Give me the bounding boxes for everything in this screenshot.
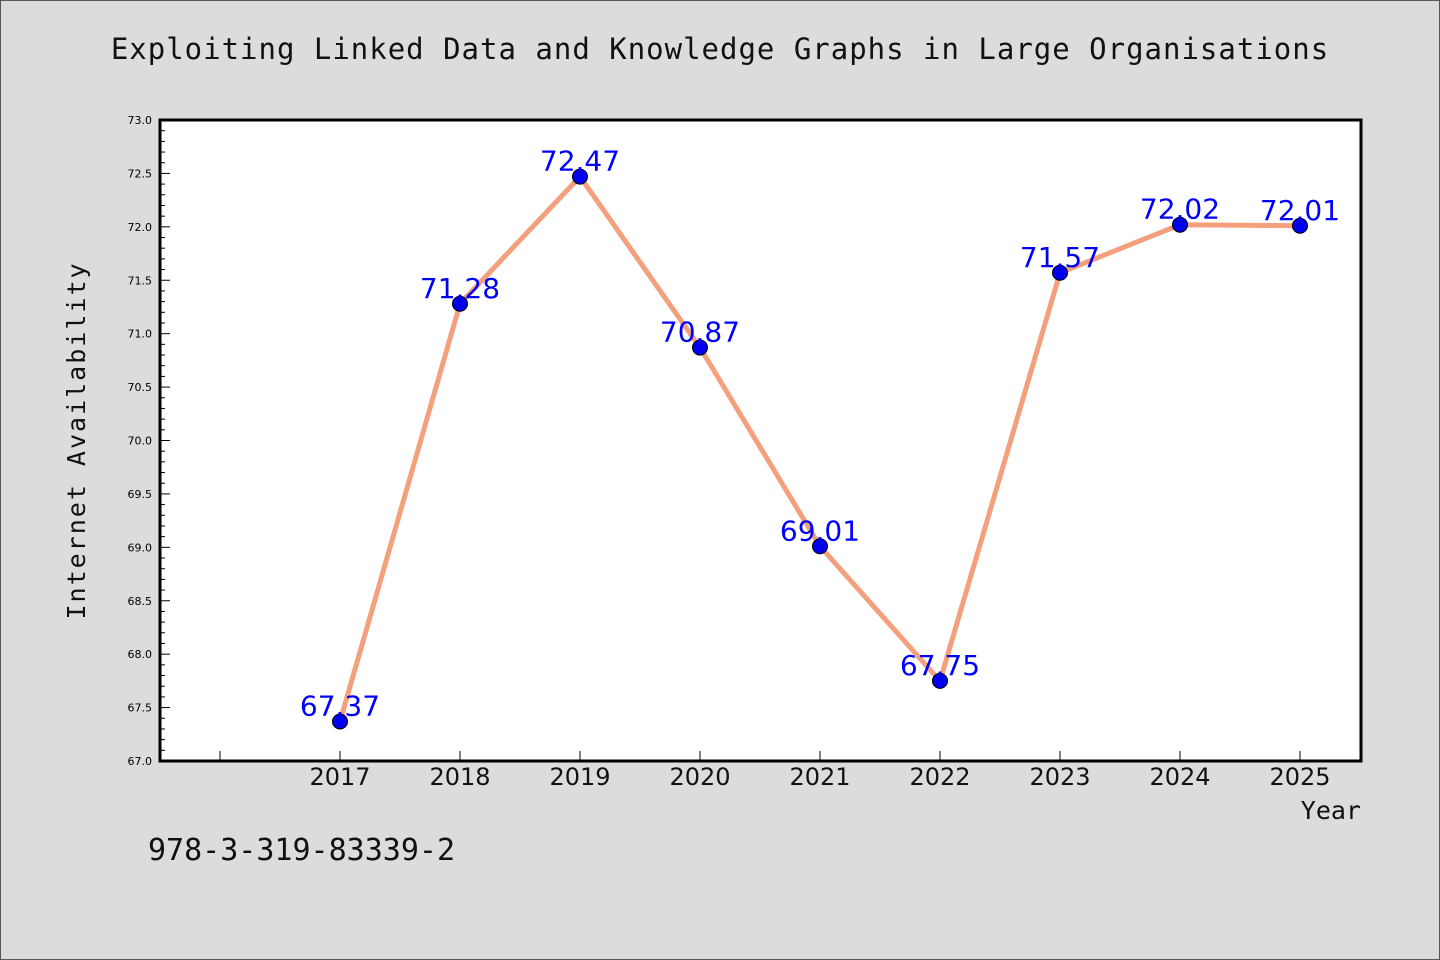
data-point [932, 672, 948, 689]
data-label: 67.75 [900, 649, 980, 682]
chart-title: Exploiting Linked Data and Knowledge Gra… [110, 32, 1330, 66]
y-tick-label: 71.0 [128, 328, 153, 341]
y-tick-label: 72.5 [128, 167, 153, 180]
y-tick-label: 70.5 [128, 381, 153, 394]
data-label: 71.57 [1020, 241, 1100, 274]
y-tick-label: 71.5 [128, 274, 153, 287]
data-point [572, 168, 588, 185]
data-label: 67.37 [300, 689, 380, 722]
y-tick-label: 68.0 [128, 648, 153, 661]
x-tick-label: 2019 [549, 763, 610, 791]
y-tick-label: 67.0 [128, 755, 153, 768]
data-point [332, 713, 348, 730]
x-tick-label: 2023 [1029, 763, 1090, 791]
y-tick-label: 69.0 [128, 541, 153, 554]
x-axis-label: Year [1301, 796, 1361, 825]
x-tick-label: 2024 [1149, 763, 1210, 791]
data-label: 72.02 [1140, 193, 1220, 226]
y-tick-label: 72.0 [128, 221, 153, 234]
data-point [452, 295, 468, 312]
x-tick-label: 2021 [789, 763, 850, 791]
data-label: 69.01 [780, 514, 860, 547]
x-tick-label: 2025 [1269, 763, 1330, 791]
y-tick-label: 68.5 [128, 595, 153, 608]
x-tick-label: 2017 [309, 763, 370, 791]
data-label: 72.47 [540, 145, 620, 178]
data-label: 72.01 [1260, 194, 1340, 227]
y-tick-label: 67.5 [128, 702, 153, 715]
y-tick-label: 69.5 [128, 488, 153, 501]
x-tick-label: 2018 [429, 763, 490, 791]
data-point [1292, 217, 1308, 234]
data-point [812, 538, 828, 555]
data-label: 70.87 [660, 316, 740, 349]
data-point [1172, 216, 1188, 233]
data-label: 71.28 [420, 272, 500, 305]
data-point [692, 339, 708, 356]
y-axis-label: Internet Availability [62, 261, 91, 619]
data-point [1052, 264, 1068, 281]
x-tick-label: 2022 [909, 763, 970, 791]
y-tick-label: 73.0 [128, 114, 153, 127]
y-tick-label: 70.0 [128, 435, 153, 448]
x-tick-label: 2020 [669, 763, 730, 791]
footer-code: 978-3-319-83339-2 [148, 833, 456, 868]
